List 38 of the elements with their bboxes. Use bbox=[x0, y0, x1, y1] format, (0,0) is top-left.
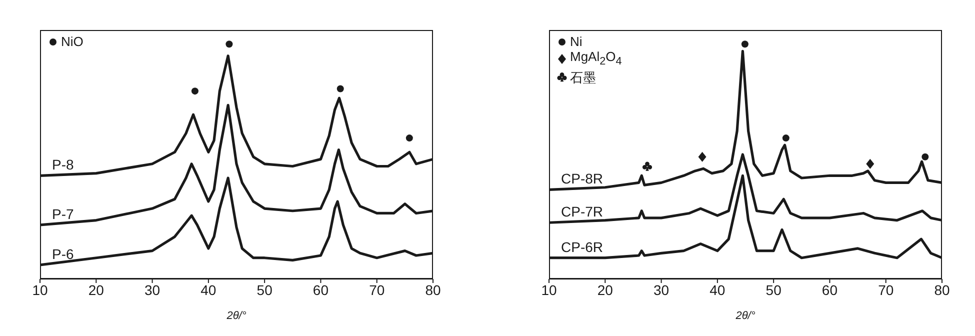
x-tick-label: 20 bbox=[88, 282, 104, 298]
series-label: CP-6R bbox=[561, 238, 604, 255]
x-tick-label: 50 bbox=[256, 282, 273, 298]
legend-label: NiO bbox=[61, 34, 84, 49]
series-label: CP-8R bbox=[561, 170, 604, 187]
x-axis-title: 2θ/° bbox=[734, 310, 756, 322]
x-tick-label: 30 bbox=[653, 282, 670, 298]
x-tick-label: 50 bbox=[766, 282, 782, 298]
x-tick-label: 10 bbox=[541, 282, 557, 298]
x-tick-label: 80 bbox=[934, 282, 950, 298]
point bbox=[191, 88, 198, 95]
point bbox=[741, 40, 748, 48]
point bbox=[782, 134, 790, 142]
series-label: P-8 bbox=[52, 156, 74, 173]
x-axis-title: 2θ/° bbox=[226, 310, 247, 322]
legend-label: Ni bbox=[570, 34, 582, 49]
x-tick-label: 40 bbox=[200, 282, 216, 298]
legend-label: MgAl$_{2}$O$_{4}$ bbox=[570, 49, 622, 70]
x-tick-label: 20 bbox=[597, 282, 614, 298]
point bbox=[866, 158, 874, 169]
point bbox=[698, 152, 706, 162]
point bbox=[336, 85, 344, 92]
x-tick-label: 30 bbox=[144, 282, 160, 298]
point bbox=[406, 134, 413, 142]
series-label: P-6 bbox=[52, 246, 74, 262]
x-tick-label: 40 bbox=[710, 282, 726, 298]
legend-label: 石墨 bbox=[570, 70, 596, 85]
x-tick-label: 70 bbox=[369, 282, 385, 298]
x-tick-label: 60 bbox=[312, 282, 329, 298]
x-tick-label: 80 bbox=[425, 282, 441, 298]
x-tick-label: 60 bbox=[822, 282, 838, 298]
series-label: P-7 bbox=[52, 206, 74, 222]
point bbox=[922, 153, 929, 160]
point bbox=[226, 40, 233, 48]
series-label: CP-7R bbox=[561, 204, 604, 220]
x-tick-label: 70 bbox=[878, 282, 894, 298]
x-tick-label: 10 bbox=[32, 282, 48, 298]
point bbox=[642, 162, 652, 171]
